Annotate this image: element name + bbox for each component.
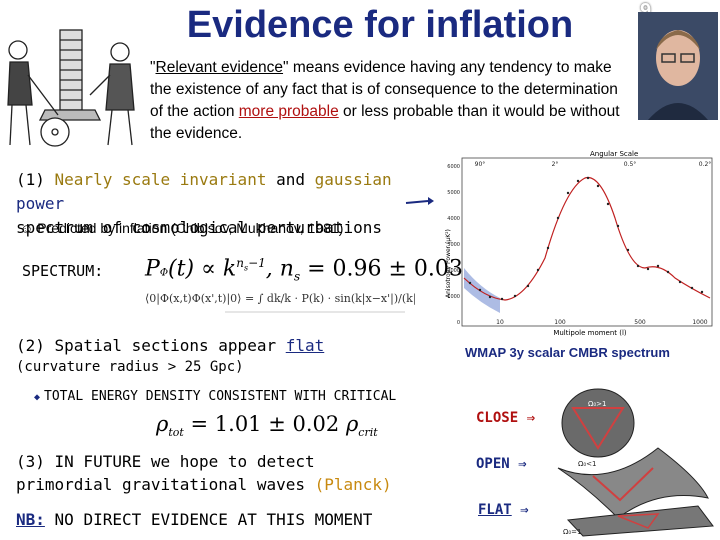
svg-text:Ω₀>1: Ω₀>1 [588,400,606,408]
point-3-text: (3) IN FUTURE we hope to detect primordi… [16,452,392,494]
svg-text:Ω₀<1: Ω₀<1 [578,460,596,468]
predicted-line: ☺ Predicted by inflation (Chibisov, Mukha… [20,220,344,236]
nb-note: NB: NO DIRECT EVIDENCE AT THIS MOMENT [16,510,373,529]
top-tick-label: 2° [552,161,559,168]
spectrum-formula: PΦ(t) ∝ kns−1, ns = 0.96 ± 0.03 [145,256,463,284]
y-tick-label: 6000 [447,164,460,170]
portrait-photo [638,12,718,120]
arrow-icon [405,197,434,205]
top-tick-label: 0.5° [624,161,637,168]
correlator-formula-image: ⟨0|Φ(x,t)Φ(x',t)|0⟩ = ∫ dk/k · P(k) · si… [145,292,415,313]
data-points [468,176,704,301]
y-axis-label: Anisotropy Power (μK²) [445,229,452,298]
x-axis-label: Multipole moment (l) [553,329,627,337]
x-tick-label: 1000 [692,319,707,326]
y-tick-label: 3000 [447,242,460,248]
density-formula: ρtot = 1.01 ± 0.02 ρcrit [156,412,378,440]
svg-text:⟨0|Φ(x,t)Φ(x',t)|0⟩ = ∫ dk/k ·: ⟨0|Φ(x,t)Φ(x',t)|0⟩ = ∫ dk/k · P(k) · si… [145,292,415,306]
curvature-radius: (curvature radius > 25 Gpc) [16,359,244,375]
angular-scale-label: Angular Scale [590,150,638,158]
page-title: Evidence for inflation [186,4,574,46]
spectrum-label: SPECTRUM: [22,262,104,280]
books-cart-illustration [7,29,135,147]
y-tick-label: 2000 [447,268,460,274]
top-tick-label: 90° [475,161,486,168]
universe-geometry-image: Ω₀>1 Ω₀<1 Ω₀=1 [557,388,714,537]
flat-label: FLAT ⇒ [478,502,529,518]
top-tick-label: 0.2° [699,161,712,168]
y-tick-label: 1000 [447,294,460,300]
x-tick-label: 10 [496,319,504,326]
diamond-bullet-icon: ◆ [34,392,41,403]
cosmic-variance-band [464,268,500,313]
point-1-text: (1) Nearly scale invariant and gaussian … [16,170,392,237]
cmb-spectrum-chart: Angular Scale 90° 2° 0.5° 0.2° 600050004000… [445,150,713,337]
open-label: OPEN ⇒ [476,456,527,472]
y-tick-label: 5000 [447,190,460,196]
model-curve [463,176,711,301]
x-tick-label: 500 [634,319,646,326]
slide-number: 9 [640,0,652,22]
total-energy-density: ◆ TOTAL ENERGY DENSITY CONSISTENT WITH CR… [34,389,397,404]
y-tick-label: 0 [457,320,460,326]
x-tick-label: 100 [554,319,566,326]
y-tick-label: 4000 [447,216,460,222]
close-label: CLOSE ⇒ [476,410,536,426]
relevant-evidence-quote: "Relevant evidence" means evidence havin… [150,59,620,142]
svg-text:Ω₀=1: Ω₀=1 [563,528,581,536]
chart-caption: WMAP 3y scalar CMBR spectrum [465,345,670,360]
point-2-text: (2) Spatial sections appear flat [16,336,325,355]
smiley-icon: ☺ [20,221,34,236]
